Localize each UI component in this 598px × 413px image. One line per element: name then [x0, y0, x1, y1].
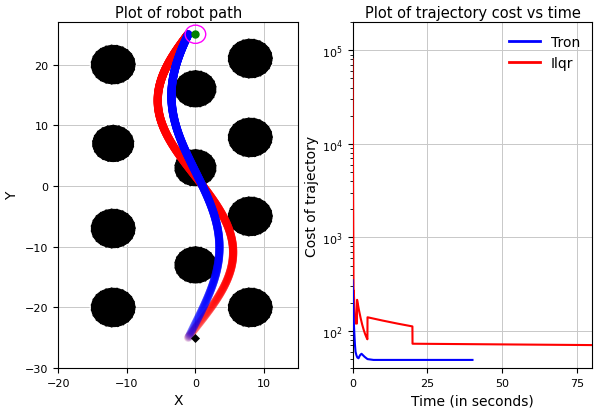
Circle shape [175, 247, 216, 283]
Circle shape [93, 126, 134, 162]
Circle shape [175, 150, 216, 187]
X-axis label: Time (in seconds): Time (in seconds) [411, 394, 534, 408]
Title: Plot of robot path: Plot of robot path [115, 5, 242, 21]
Y-axis label: Cost of trajectory: Cost of trajectory [305, 135, 319, 256]
Circle shape [228, 288, 272, 327]
Circle shape [228, 40, 272, 79]
Circle shape [228, 119, 272, 157]
Circle shape [91, 288, 135, 327]
X-axis label: X: X [173, 394, 183, 408]
Circle shape [175, 71, 216, 108]
Y-axis label: Y: Y [5, 192, 20, 200]
Title: Plot of trajectory cost vs time: Plot of trajectory cost vs time [365, 5, 581, 21]
Circle shape [91, 209, 135, 248]
Legend: Tron, Ilqr: Tron, Ilqr [504, 30, 585, 76]
Circle shape [91, 46, 135, 85]
Circle shape [228, 197, 272, 236]
